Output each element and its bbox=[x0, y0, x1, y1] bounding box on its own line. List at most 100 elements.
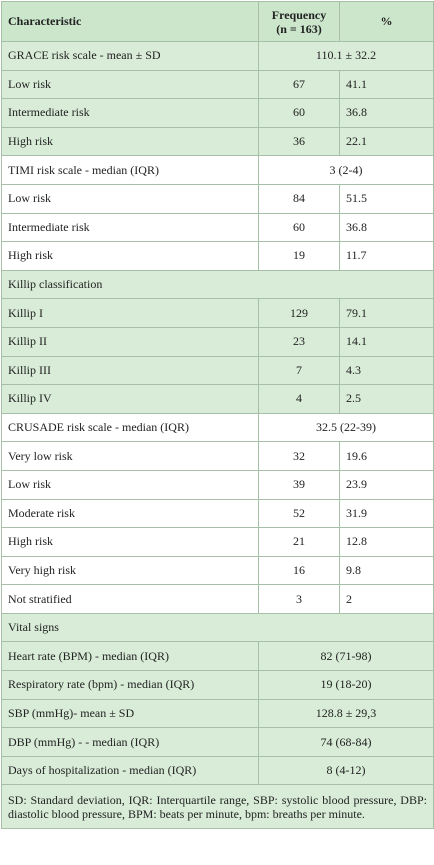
header-frequency-label: Frequency bbox=[271, 7, 327, 22]
row-label: Intermediate risk bbox=[1, 212, 259, 243]
row-value: 19 (18-20) bbox=[258, 670, 434, 700]
row-label: Heart rate (BPM) - median (IQR) bbox=[1, 641, 259, 672]
table-row: Low risk 67 41.1 bbox=[1, 69, 434, 100]
section-row-killip: Killip classification bbox=[1, 269, 434, 300]
table-row: High risk 19 11.7 bbox=[1, 241, 434, 271]
row-label: Very low risk bbox=[1, 441, 259, 471]
row-frequency: 3 bbox=[258, 584, 340, 614]
row-percent: 36.8 bbox=[339, 98, 434, 128]
table-row: Intermediate risk 60 36.8 bbox=[1, 98, 434, 128]
row-frequency: 52 bbox=[258, 498, 340, 529]
row-label: Killip IV bbox=[1, 384, 259, 414]
row-percent: 79.1 bbox=[339, 298, 434, 328]
section-row-timi: TIMI risk scale - median (IQR) 3 (2-4) bbox=[1, 155, 434, 185]
row-percent: 11.7 bbox=[339, 241, 434, 271]
section-summary: 32.5 (22-39) bbox=[258, 412, 434, 443]
row-value: 128.8 ± 29,3 bbox=[258, 698, 434, 729]
table-row: High risk 36 22.1 bbox=[1, 126, 434, 157]
section-title: Killip classification bbox=[1, 269, 434, 300]
results-table: Characteristic Frequency (n = 163) % GRA… bbox=[1, 1, 434, 830]
header-percent: % bbox=[339, 1, 434, 42]
row-frequency: 23 bbox=[258, 326, 340, 357]
table-footnote: SD: Standard deviation, IQR: Interquarti… bbox=[1, 784, 434, 830]
table-row: SBP (mmHg)- mean ± SD 128.8 ± 29,3 bbox=[1, 698, 434, 729]
row-percent: 22.1 bbox=[339, 126, 434, 157]
row-value: 74 (68-84) bbox=[258, 727, 434, 757]
table-row: Killip II 23 14.1 bbox=[1, 326, 434, 357]
row-label: Low risk bbox=[1, 183, 259, 214]
row-label: High risk bbox=[1, 126, 259, 157]
section-summary: 110.1 ± 32.2 bbox=[258, 41, 434, 71]
table-row: Intermediate risk 60 36.8 bbox=[1, 212, 434, 243]
row-frequency: 21 bbox=[258, 527, 340, 557]
row-label: High risk bbox=[1, 527, 259, 557]
row-percent: 12.8 bbox=[339, 527, 434, 557]
row-percent: 51.5 bbox=[339, 183, 434, 214]
table-row: Killip I 129 79.1 bbox=[1, 298, 434, 328]
header-frequency: Frequency (n = 163) bbox=[258, 1, 340, 42]
section-row-crusade: CRUSADE risk scale - median (IQR) 32.5 (… bbox=[1, 412, 434, 443]
row-frequency: 67 bbox=[258, 69, 340, 100]
row-frequency: 7 bbox=[258, 355, 340, 386]
row-percent: 2 bbox=[339, 584, 434, 614]
section-title: CRUSADE risk scale - median (IQR) bbox=[1, 412, 259, 443]
row-label: Killip I bbox=[1, 298, 259, 328]
row-frequency: 4 bbox=[258, 384, 340, 414]
row-percent: 23.9 bbox=[339, 469, 434, 500]
row-frequency: 60 bbox=[258, 98, 340, 128]
row-percent: 2.5 bbox=[339, 384, 434, 414]
row-label: Intermediate risk bbox=[1, 98, 259, 128]
row-frequency: 19 bbox=[258, 241, 340, 271]
row-label: Killip III bbox=[1, 355, 259, 386]
row-frequency: 84 bbox=[258, 183, 340, 214]
table-row: DBP (mmHg) - - median (IQR) 74 (68-84) bbox=[1, 727, 434, 757]
row-label: High risk bbox=[1, 241, 259, 271]
table-row: Killip IV 4 2.5 bbox=[1, 384, 434, 414]
row-frequency: 32 bbox=[258, 441, 340, 471]
table-row: Very low risk 32 19.6 bbox=[1, 441, 434, 471]
row-percent: 14.1 bbox=[339, 326, 434, 357]
row-percent: 9.8 bbox=[339, 555, 434, 586]
header-characteristic: Characteristic bbox=[1, 1, 259, 42]
table-row: Not stratified 3 2 bbox=[1, 584, 434, 614]
footnote-row: SD: Standard deviation, IQR: Interquarti… bbox=[1, 784, 434, 830]
table-header-row: Characteristic Frequency (n = 163) % bbox=[1, 1, 434, 42]
row-frequency: 39 bbox=[258, 469, 340, 500]
table-row: Heart rate (BPM) - median (IQR) 82 (71-9… bbox=[1, 641, 434, 672]
row-value: 82 (71-98) bbox=[258, 641, 434, 672]
section-row-vitals: Vital signs bbox=[1, 612, 434, 643]
row-label: Low risk bbox=[1, 69, 259, 100]
row-frequency: 60 bbox=[258, 212, 340, 243]
row-label: Not stratified bbox=[1, 584, 259, 614]
row-percent: 41.1 bbox=[339, 69, 434, 100]
row-label: Very high risk bbox=[1, 555, 259, 586]
table-row: Days of hospitalization - median (IQR) 8… bbox=[1, 755, 434, 786]
row-label: DBP (mmHg) - - median (IQR) bbox=[1, 727, 259, 757]
row-percent: 4.3 bbox=[339, 355, 434, 386]
section-row-grace: GRACE risk scale - mean ± SD 110.1 ± 32.… bbox=[1, 41, 434, 71]
row-label: Killip II bbox=[1, 326, 259, 357]
row-frequency: 129 bbox=[258, 298, 340, 328]
section-title: TIMI risk scale - median (IQR) bbox=[1, 155, 259, 185]
table-row: Low risk 39 23.9 bbox=[1, 469, 434, 500]
row-percent: 31.9 bbox=[339, 498, 434, 529]
table-row: Moderate risk 52 31.9 bbox=[1, 498, 434, 529]
header-frequency-n: (n = 163) bbox=[276, 21, 322, 36]
row-label: Low risk bbox=[1, 469, 259, 500]
row-percent: 19.6 bbox=[339, 441, 434, 471]
table-row: Killip III 7 4.3 bbox=[1, 355, 434, 386]
section-title: Vital signs bbox=[1, 612, 434, 643]
row-label: SBP (mmHg)- mean ± SD bbox=[1, 698, 259, 729]
row-label: Days of hospitalization - median (IQR) bbox=[1, 755, 259, 786]
table-row: Low risk 84 51.5 bbox=[1, 183, 434, 214]
table-row: Very high risk 16 9.8 bbox=[1, 555, 434, 586]
section-summary: 3 (2-4) bbox=[258, 155, 434, 185]
table-row: High risk 21 12.8 bbox=[1, 527, 434, 557]
table-row: Respiratory rate (bpm) - median (IQR) 19… bbox=[1, 670, 434, 700]
row-value: 8 (4-12) bbox=[258, 755, 434, 786]
section-title: GRACE risk scale - mean ± SD bbox=[1, 41, 259, 71]
row-percent: 36.8 bbox=[339, 212, 434, 243]
row-frequency: 16 bbox=[258, 555, 340, 586]
row-label: Moderate risk bbox=[1, 498, 259, 529]
